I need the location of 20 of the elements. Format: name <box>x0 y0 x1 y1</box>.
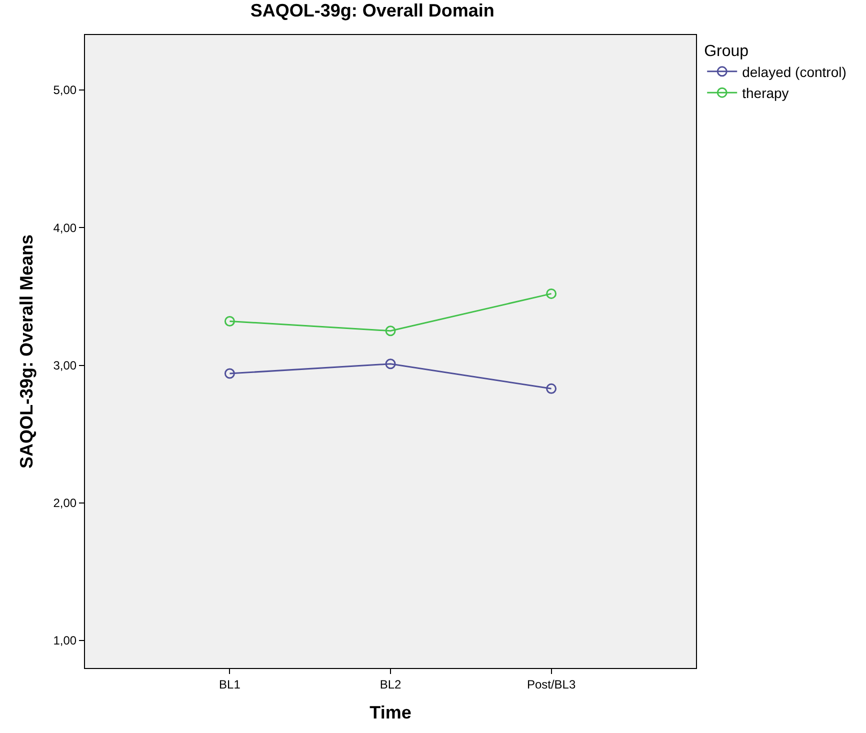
legend-title: Group <box>704 42 749 60</box>
y-tick-label: 5,00 <box>53 83 77 98</box>
point <box>546 383 557 394</box>
y-axis-title: SAQOL-39g: Overall Means <box>16 234 36 469</box>
point <box>385 326 396 336</box>
y-tick-label: 2,00 <box>53 496 77 510</box>
legend-label: therapy <box>742 85 789 102</box>
chart-title: SAQOL-39g: Overall Domain <box>250 0 494 20</box>
point <box>224 368 235 379</box>
x-tick-label: Post/BL3 <box>526 677 576 692</box>
point <box>385 358 396 370</box>
legend-label: delayed (control) <box>742 64 846 80</box>
x-tick-label: BL1 <box>219 677 241 692</box>
y-tick-label: 4,00 <box>53 220 77 235</box>
y-tick-label: 3,00 <box>53 358 77 372</box>
point <box>546 288 557 299</box>
x-axis-title: Time <box>370 702 412 722</box>
point <box>224 316 235 326</box>
y-tick-label: 1,00 <box>53 634 77 648</box>
x-tick-label: BL2 <box>380 677 402 692</box>
